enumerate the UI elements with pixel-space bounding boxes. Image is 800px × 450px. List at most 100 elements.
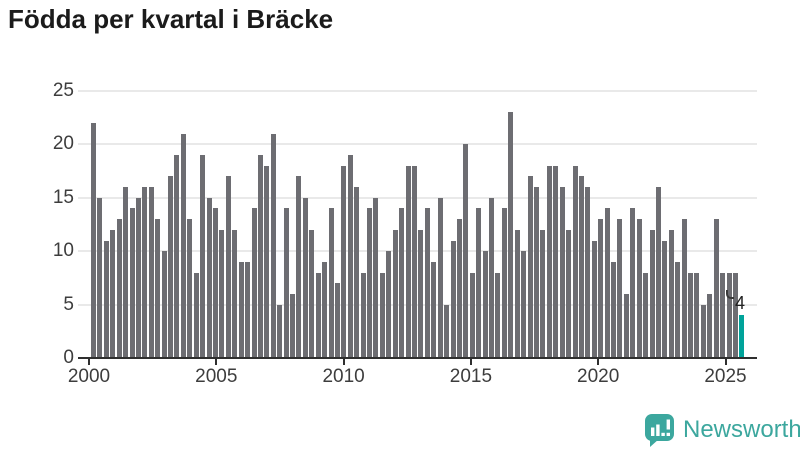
y-tick-label-20: 20 [30,133,78,156]
bar-2017-q2 [533,187,539,358]
bar-2002-q4 [161,251,167,358]
bar-2020-q2 [611,261,617,358]
bar-2020-q1 [604,208,610,358]
bar-2005-q3 [232,229,238,358]
bar-2021-q1 [630,208,636,358]
bar-2014-q1 [450,240,456,358]
bar-2013-q3 [437,197,443,358]
bar-2005-q4 [238,261,244,358]
bar-2023-q1 [681,219,687,358]
bar-2020-q3 [617,219,623,358]
bar-2010-q2 [354,187,360,358]
newsworthy-logo-icon [645,414,674,447]
gridline-y-25 [57,90,757,92]
bar-2006-q1 [245,261,251,358]
bar-2003-q2 [174,155,180,358]
bar-2008-q2 [302,197,308,358]
bar-2007-q2 [277,304,283,358]
x-tick-2005 [215,359,218,365]
bar-2018-q1 [553,165,559,358]
bar-2006-q3 [257,155,263,358]
bar-2010-q1 [347,155,353,358]
bar-2013-q2 [431,261,437,358]
bar-2010-q3 [360,272,366,358]
bar-2002-q3 [155,219,161,358]
bar-2007-q4 [290,293,296,358]
bar-2021-q3 [643,272,649,358]
x-tick-label-2010: 2010 [322,366,365,387]
bar-2012-q1 [399,208,405,358]
bar-2022-q1 [655,187,661,358]
bar-2009-q3 [334,283,340,358]
x-tick-label-2005: 2005 [195,366,238,387]
x-tick-2000 [88,359,90,365]
bar-2017-q3 [540,229,546,358]
bar-2001-q3 [129,208,135,358]
highlight-value-label: 4 [735,293,746,313]
bar-2016-q4 [521,251,527,358]
bar-2012-q3 [412,165,417,358]
bar-2011-q4 [392,229,398,358]
bar-2005-q2 [225,176,231,358]
x-tick-label-2000: 2000 [67,366,111,387]
bar-2018-q4 [572,165,578,358]
bar-2015-q4 [495,272,501,358]
y-tick-label-25: 25 [30,80,78,102]
bar-2014-q3 [463,144,469,358]
bar-2009-q4 [341,165,347,358]
bar-2022-q4 [675,261,681,358]
bar-2010-q4 [367,208,373,358]
x-axis-line [57,357,757,359]
bar-2019-q2 [585,187,591,358]
x-tick-label-2015: 2015 [449,366,493,387]
bar-2023-q2 [688,272,694,358]
bar-2000-q2 [97,197,103,358]
bar-2015-q1 [476,208,482,358]
bar-2018-q3 [566,229,572,358]
bar-2005-q1 [219,229,225,358]
bar-2015-q2 [482,251,488,358]
bar-2006-q2 [251,208,257,358]
bar-2008-q4 [315,272,321,358]
bar-2003-q3 [180,133,186,358]
x-tick-label-2025: 2025 [704,366,747,387]
bar-2019-q1 [578,176,584,358]
newsworthy-logo[interactable]: Newsworthy [643,413,800,447]
x-tick-2015 [469,359,472,365]
bar-2012-q2 [405,165,411,358]
bar-2021-q4 [649,229,655,358]
x-tick-label-2020: 2020 [577,366,620,387]
bar-2004-q1 [193,272,199,358]
bar-2011-q2 [379,272,385,358]
bar-2013-q4 [444,304,450,358]
bar-2025-q1 [733,272,738,358]
bar-2007-q1 [270,133,276,358]
bar-2008-q1 [296,176,302,358]
bar-2000-q4 [110,229,116,358]
bar-2011-q3 [386,251,392,358]
bar-2021-q2 [636,219,642,358]
bar-2002-q1 [142,187,148,358]
bar-2009-q1 [322,261,328,358]
bar-2003-q4 [187,219,193,358]
bar-2004-q2 [200,155,206,358]
bar-2001-q4 [135,197,141,358]
bar-2000-q1 [91,123,96,358]
bar-2003-q1 [168,176,174,358]
bar-2024-q2 [713,219,719,358]
bar-2004-q3 [206,197,212,358]
bar-2019-q4 [598,219,604,358]
leader-line [726,290,734,299]
y-tick-label-15: 15 [30,186,78,209]
bar-2004-q4 [212,208,218,358]
bar-2022-q3 [668,229,674,358]
bar-2017-q4 [546,165,552,358]
bar-2002-q2 [148,187,154,358]
bar-2008-q3 [309,229,315,358]
bar-2023-q3 [694,272,700,358]
bar-2023-q4 [700,304,706,358]
bar-2013-q1 [424,208,430,358]
bar-2015-q3 [489,197,495,358]
